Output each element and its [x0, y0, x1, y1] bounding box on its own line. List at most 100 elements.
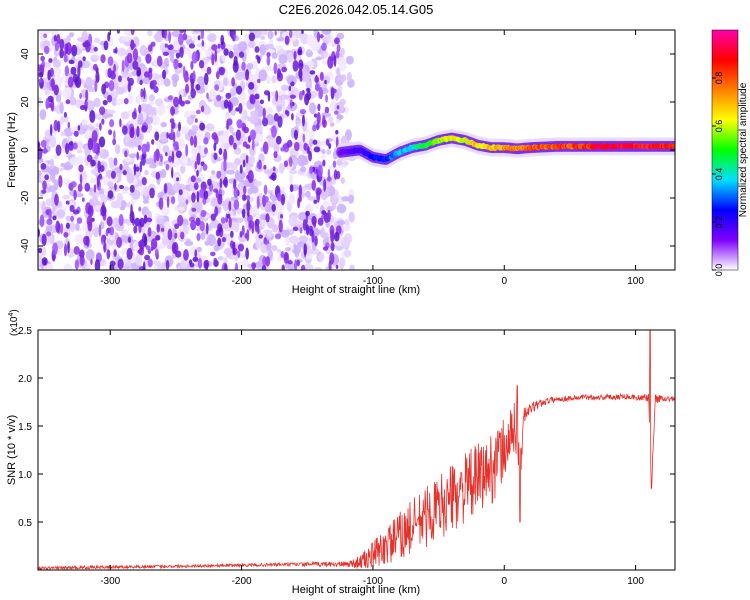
noise-speckle — [164, 43, 169, 48]
noise-speckle — [47, 95, 54, 103]
noise-speckle — [319, 140, 327, 147]
noise-speckle — [160, 121, 167, 128]
noise-speckle — [280, 193, 286, 206]
noise-speckle — [81, 124, 90, 129]
noise-speckle — [264, 65, 274, 72]
noise-speckle — [194, 118, 198, 123]
noise-speckle — [236, 119, 243, 129]
noise-speckle — [160, 262, 166, 270]
noise-speckle — [52, 242, 58, 255]
noise-speckle — [206, 92, 209, 99]
noise-speckle — [247, 155, 256, 165]
noise-speckle — [154, 131, 160, 141]
noise-speckle — [176, 129, 181, 139]
noise-speckle — [299, 108, 307, 115]
colorbar-tick-label: 0.0 — [714, 264, 724, 277]
noise-speckle — [222, 80, 228, 86]
noise-speckle — [316, 190, 321, 203]
noise-speckle — [107, 31, 111, 42]
noise-speckle — [69, 204, 75, 213]
spectrogram-y-tick-label: -40 — [20, 238, 31, 253]
noise-speckle — [293, 129, 299, 141]
noise-speckle — [299, 227, 303, 234]
noise-speckle — [321, 148, 326, 155]
noise-speckle — [118, 75, 122, 83]
noise-speckle — [153, 57, 158, 68]
noise-speckle — [175, 150, 182, 159]
noise-speckle — [53, 84, 59, 96]
noise-speckle — [241, 225, 245, 236]
noise-speckle — [200, 105, 205, 113]
noise-speckle — [55, 209, 66, 219]
snr-x-tick-label: 100 — [627, 576, 644, 587]
noise-speckle — [68, 59, 75, 65]
noise-speckle — [218, 66, 225, 76]
noise-speckle — [99, 122, 102, 131]
noise-speckle — [211, 170, 216, 176]
noise-speckle — [199, 221, 205, 232]
noise-speckle — [149, 100, 155, 106]
noise-speckle — [85, 41, 91, 53]
snr-frame — [37, 329, 676, 571]
noise-speckle — [262, 107, 266, 119]
noise-speckle — [95, 205, 102, 210]
noise-speckle — [41, 257, 48, 266]
noise-speckle — [93, 155, 99, 160]
noise-speckle — [309, 166, 314, 175]
noise-speckle — [292, 226, 299, 232]
noise-speckle — [72, 142, 78, 150]
noise-speckle — [247, 210, 250, 217]
spectrogram-y-tick-label: -20 — [20, 190, 31, 205]
noise-speckle — [184, 100, 191, 105]
noise-speckle — [274, 30, 277, 36]
noise-speckle — [135, 254, 143, 266]
noise-speckle — [200, 255, 207, 261]
noise-speckle — [319, 71, 324, 81]
noise-speckle — [122, 170, 127, 176]
noise-speckle — [343, 106, 349, 115]
noise-speckle — [63, 178, 70, 187]
noise-speckle — [322, 159, 326, 167]
noise-speckle — [329, 225, 335, 237]
noise-speckle — [72, 209, 80, 215]
noise-speckle — [168, 189, 176, 196]
noise-speckle — [289, 94, 296, 99]
noise-speckle — [109, 260, 116, 267]
noise-speckle — [100, 235, 104, 245]
noise-speckle — [148, 67, 153, 74]
snr-plot-area — [38, 330, 675, 570]
noise-speckle — [55, 94, 62, 103]
noise-speckle — [40, 55, 45, 62]
noise-speckle — [321, 60, 328, 65]
noise-speckle — [74, 234, 84, 245]
noise-speckle — [195, 109, 201, 115]
noise-speckle — [293, 141, 300, 152]
noise-speckle — [168, 31, 172, 44]
noise-speckle — [115, 144, 121, 155]
noise-speckle — [215, 229, 220, 237]
noise-speckle — [121, 190, 128, 195]
noise-speckle — [41, 189, 47, 194]
noise-speckle — [280, 250, 285, 258]
noise-speckle — [84, 101, 89, 107]
snr-y-tick-label: 1.0 — [18, 470, 32, 481]
noise-speckle — [147, 226, 152, 238]
noise-speckle — [101, 83, 107, 95]
noise-speckle — [101, 118, 105, 125]
noise-speckle — [61, 194, 71, 200]
noise-speckle — [257, 56, 261, 64]
noise-speckle — [137, 112, 144, 125]
noise-speckle — [223, 247, 233, 256]
noise-speckle — [273, 151, 278, 159]
noise-speckle — [135, 166, 140, 172]
noise-speckle — [63, 243, 68, 257]
noise-speckle — [126, 172, 135, 184]
noise-speckle — [173, 58, 179, 70]
noise-speckle — [278, 219, 283, 233]
noise-speckle — [44, 174, 50, 181]
noise-speckle — [266, 75, 272, 85]
noise-speckle — [217, 193, 223, 205]
noise-speckle — [122, 186, 129, 191]
noise-speckle — [313, 113, 318, 118]
noise-speckle — [307, 146, 310, 154]
